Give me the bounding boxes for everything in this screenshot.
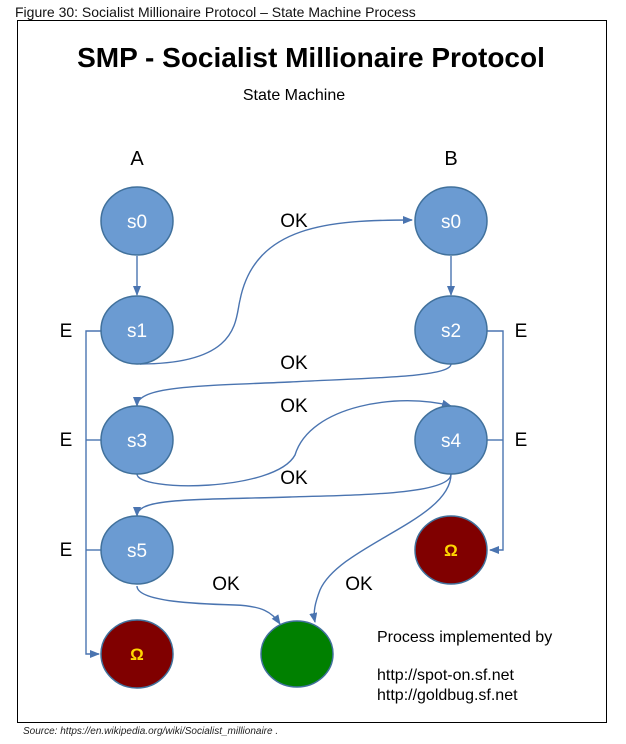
success-end-node bbox=[260, 620, 334, 688]
diagram-frame bbox=[17, 20, 607, 723]
state-label-a-s0: s0 bbox=[127, 212, 147, 233]
error-label-s3: E bbox=[60, 430, 73, 451]
edge-label-ok-s5-to-end: OK bbox=[212, 574, 240, 595]
state-label-a-s3: s3 bbox=[127, 431, 147, 452]
state-node-b-s2: s2 bbox=[414, 295, 488, 365]
state-node-a-s3: s3 bbox=[100, 405, 174, 475]
diagram-subtitle: State Machine bbox=[243, 87, 345, 104]
edge-s1-to-b-s0 bbox=[139, 216, 413, 365]
state-node-b-s0: s0 bbox=[414, 186, 488, 256]
column-label-b: B bbox=[444, 148, 457, 170]
state-label-b-s4: s4 bbox=[441, 431, 462, 452]
edge-error-bracket-a bbox=[85, 330, 101, 658]
figure-caption: Figure 30: Socialist Millionaire Protoco… bbox=[15, 4, 416, 20]
diagram-title: SMP - Socialist Millionaire Protocol bbox=[77, 42, 545, 73]
state-node-a-s1: s1 bbox=[100, 295, 174, 365]
source-caption: Source: https://en.wikipedia.org/wiki/So… bbox=[23, 726, 279, 737]
edge-label-ok-s2-to-s3: OK bbox=[280, 353, 308, 374]
note-heading: Process implemented by bbox=[377, 629, 552, 646]
state-node-a-s0: s0 bbox=[100, 186, 174, 256]
column-label-a: A bbox=[130, 148, 144, 170]
abort-node-left: Ω bbox=[100, 619, 174, 689]
edge-label-ok-s3-to-s4: OK bbox=[280, 396, 308, 417]
abort-node-right: Ω bbox=[414, 515, 488, 585]
edge-s3-to-s4 bbox=[136, 399, 452, 487]
error-label-s4: E bbox=[515, 430, 528, 451]
edge-s5-to-end bbox=[136, 585, 281, 625]
note-url-goldbug: http://goldbug.sf.net bbox=[377, 687, 518, 704]
edge-s4-to-end bbox=[309, 473, 452, 623]
error-label-s2: E bbox=[515, 321, 528, 342]
omega-icon: Ω bbox=[130, 645, 144, 664]
state-label-b-s2: s2 bbox=[441, 321, 461, 342]
state-label-a-s1: s1 bbox=[127, 321, 147, 342]
note-url-spot-on: http://spot-on.sf.net bbox=[377, 667, 515, 684]
edge-label-ok-s1-to-s0: OK bbox=[280, 211, 308, 232]
state-node-a-s5: s5 bbox=[100, 515, 174, 585]
edge-s2-to-s3 bbox=[133, 363, 452, 407]
error-label-s1: E bbox=[60, 321, 73, 342]
state-label-b-s0: s0 bbox=[441, 212, 461, 233]
omega-icon: Ω bbox=[444, 541, 458, 560]
state-label-a-s5: s5 bbox=[127, 541, 147, 562]
edge-label-ok-s4-to-s5: OK bbox=[280, 468, 308, 489]
state-node-b-s4: s4 bbox=[414, 405, 488, 475]
error-label-s5: E bbox=[60, 540, 73, 561]
edge-label-ok-s4-to-end: OK bbox=[345, 574, 373, 595]
edge-s4-to-s5 bbox=[133, 473, 452, 517]
